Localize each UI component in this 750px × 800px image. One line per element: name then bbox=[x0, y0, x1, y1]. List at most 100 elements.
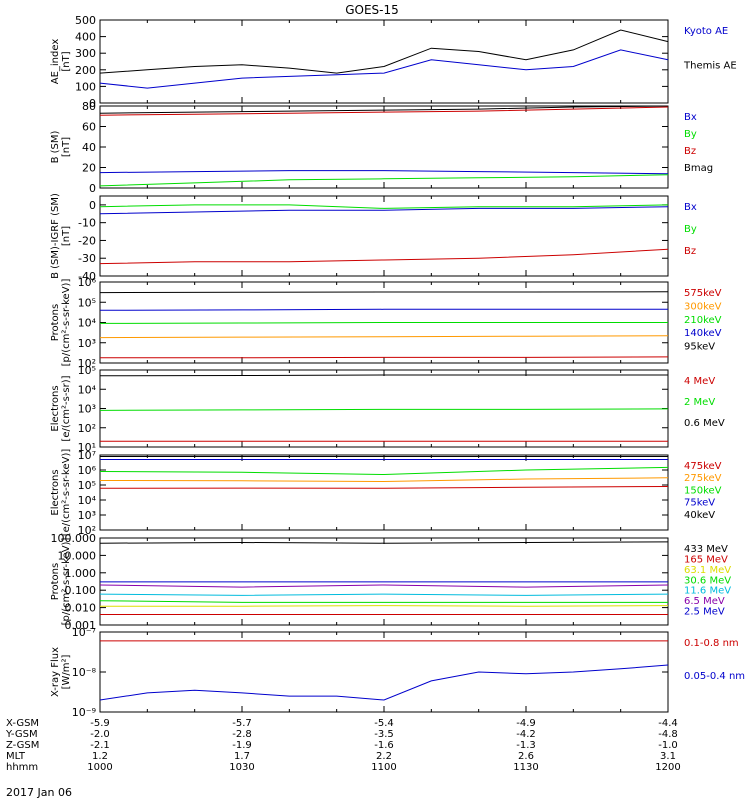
y-axis-label: AE_index bbox=[50, 39, 61, 85]
y-tick-label: 10⁻⁸ bbox=[72, 666, 97, 679]
y-tick-label: 0.010 bbox=[65, 602, 97, 615]
legend-entry: Bz bbox=[684, 246, 696, 257]
series-line-2-mev bbox=[99, 408, 669, 411]
legend-entry: 0.6 MeV bbox=[684, 418, 725, 429]
legend-entry: 140keV bbox=[684, 328, 722, 339]
series-line-bmag bbox=[99, 105, 669, 114]
y-tick-label: 10² bbox=[78, 422, 96, 435]
series-line-6-5-mev bbox=[99, 584, 669, 588]
footer-value: -1.9 bbox=[232, 740, 252, 751]
y-tick-label: 0 bbox=[89, 182, 96, 195]
y-axis-label: [nT] bbox=[61, 51, 72, 71]
panel-frame bbox=[99, 454, 669, 531]
legend-entry: Kyoto AE bbox=[684, 26, 728, 37]
y-tick-label: 10⁶ bbox=[78, 464, 97, 477]
series-line-0-05-0-4-nm bbox=[99, 664, 669, 701]
series-line-30-6-mev bbox=[99, 600, 668, 603]
legend-entry: 575keV bbox=[684, 288, 722, 299]
series-line-300kev bbox=[99, 335, 669, 339]
footer-value: -2.0 bbox=[90, 729, 110, 740]
y-tick-label: 500 bbox=[75, 14, 96, 27]
y-tick-label: 0 bbox=[89, 199, 96, 212]
series-line-63-1-mev bbox=[100, 605, 669, 607]
legend-entry: 95keV bbox=[684, 342, 715, 353]
footer-value: -4.8 bbox=[658, 729, 678, 740]
series-line-433-mev bbox=[99, 541, 669, 544]
footer-value: 1200 bbox=[655, 762, 680, 773]
footer-value: 3.1 bbox=[660, 751, 676, 762]
footer-value: 1.2 bbox=[92, 751, 108, 762]
footer-value: -1.3 bbox=[516, 740, 536, 751]
panel-3: -40 -30 -20 -10 0 B (SM)-IGRF (SM) [nT] Bx By Bz bbox=[50, 193, 697, 283]
legend-entry: By bbox=[684, 129, 697, 140]
y-tick-label: 10⁻⁹ bbox=[72, 706, 96, 719]
y-tick-label: 1.000 bbox=[65, 567, 97, 580]
footer-value: 1000 bbox=[87, 762, 112, 773]
series-line-bz bbox=[99, 106, 669, 116]
footer-value: -2.8 bbox=[232, 729, 252, 740]
footer-row-label: MLT bbox=[6, 751, 26, 762]
footer-value: 1.7 bbox=[234, 751, 250, 762]
footer-value: -1.6 bbox=[374, 740, 394, 751]
series-line-140kev bbox=[99, 308, 668, 311]
footer-value: -2.1 bbox=[90, 740, 110, 751]
y-tick-label: 10⁴ bbox=[78, 383, 97, 396]
series-line-by bbox=[99, 174, 669, 187]
y-tick-label: 60 bbox=[82, 121, 96, 134]
series-line-210kev bbox=[99, 322, 668, 324]
y-tick-label: 10³ bbox=[78, 403, 96, 416]
legend-entry: 75keV bbox=[684, 498, 715, 509]
y-tick-label: 100 bbox=[75, 80, 96, 93]
y-tick-label: -40 bbox=[78, 270, 96, 283]
panel-7: 0.001 0.010 0.100 1.000 10.000 100.000 Protons… bbox=[50, 532, 731, 632]
series-line-475kev bbox=[99, 486, 669, 489]
y-tick-label: 10³ bbox=[78, 509, 96, 522]
plot-title: GOES-15 bbox=[345, 3, 399, 17]
footer-value: -5.9 bbox=[90, 718, 110, 729]
series-line-150kev bbox=[99, 466, 669, 476]
y-axis-label: Protons bbox=[50, 563, 61, 600]
footer-value: 2.6 bbox=[518, 751, 534, 762]
y-axis-label: Electrons bbox=[50, 469, 61, 515]
legend-entry: 210keV bbox=[684, 315, 722, 326]
y-tick-label: 10⁴ bbox=[78, 494, 97, 507]
footer-row-label: Z-GSM bbox=[6, 740, 39, 751]
y-tick-label: 300 bbox=[75, 47, 96, 60]
y-axis-label: [e/(cm²-s-sr-keV)] bbox=[61, 449, 72, 537]
legend-entry: 275keV bbox=[684, 473, 722, 484]
legend-entry: 2 MeV bbox=[684, 397, 715, 408]
y-tick-label: 10⁵ bbox=[78, 364, 96, 377]
y-tick-label: 400 bbox=[75, 31, 96, 44]
series-line-11-6-mev bbox=[99, 593, 669, 596]
series-line-by bbox=[99, 204, 669, 209]
footer-value: 1130 bbox=[513, 762, 538, 773]
legend-entry: 150keV bbox=[684, 485, 722, 496]
series-line-themis-ae bbox=[99, 29, 669, 74]
footer-row-label: X-GSM bbox=[6, 718, 39, 729]
series-line-bz bbox=[99, 248, 669, 265]
panel-8: 10⁻⁹ 10⁻⁸ 10⁻⁷ X-ray Flux [W/m²] 0.1-0.8 nm 0.… bbox=[50, 626, 745, 719]
panel-5: 10¹ 10² 10³ 10⁴ 10⁵ Electrons [e/(cm²-s-sr)] 4 … bbox=[50, 364, 725, 454]
legend-entry: 30.6 MeV bbox=[684, 575, 731, 586]
y-tick-label: 10¹ bbox=[78, 441, 96, 454]
series-line-bx bbox=[99, 170, 669, 175]
footer-value: -4.9 bbox=[516, 718, 536, 729]
footer-value: 1100 bbox=[371, 762, 396, 773]
y-tick-label: 10⁶ bbox=[78, 276, 97, 289]
legend-entry: 2.5 MeV bbox=[684, 607, 725, 618]
y-tick-label: 20 bbox=[82, 162, 96, 175]
y-tick-label: -10 bbox=[78, 217, 96, 230]
series-line-95kev bbox=[99, 291, 669, 294]
y-axis-label: Electrons bbox=[50, 385, 61, 431]
footer-row-label: hhmm bbox=[6, 762, 38, 773]
footer-value: -3.5 bbox=[374, 729, 394, 740]
legend-entry: 165 MeV bbox=[684, 554, 728, 565]
y-axis-label: [nT] bbox=[61, 226, 72, 246]
y-axis-label: Protons bbox=[50, 304, 61, 341]
legend-entry: 475keV bbox=[684, 461, 722, 472]
legend-entry: Bmag bbox=[684, 163, 713, 174]
y-tick-label: 0 bbox=[89, 97, 96, 110]
y-axis-label: B (SM) bbox=[50, 130, 61, 163]
